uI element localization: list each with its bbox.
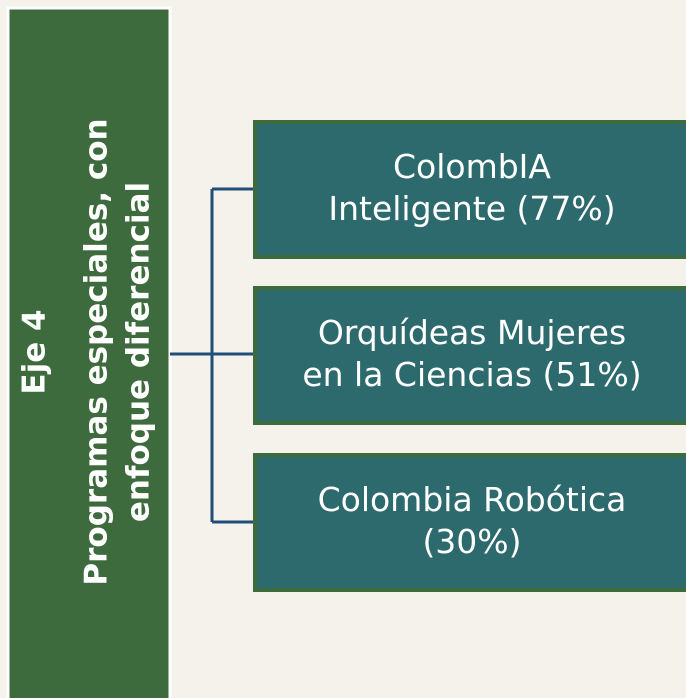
program-label: (30%) xyxy=(422,522,521,561)
side-heading: Eje 4 xyxy=(17,309,53,394)
side-title: Programas especiales, con xyxy=(79,118,115,585)
program-label: Inteligente (77%) xyxy=(328,189,615,228)
program-box xyxy=(253,286,686,425)
program-label: Orquídeas Mujeres xyxy=(318,313,626,352)
program-box xyxy=(253,120,686,259)
program-label: en la Ciencias (51%) xyxy=(302,355,641,394)
program-label: ColombIA xyxy=(393,147,551,186)
side-panel xyxy=(6,6,172,698)
program-label: Colombia Robótica xyxy=(318,480,627,519)
program-box xyxy=(253,453,686,592)
side-title: enfoque diferencial xyxy=(121,182,157,522)
connector xyxy=(170,187,256,524)
